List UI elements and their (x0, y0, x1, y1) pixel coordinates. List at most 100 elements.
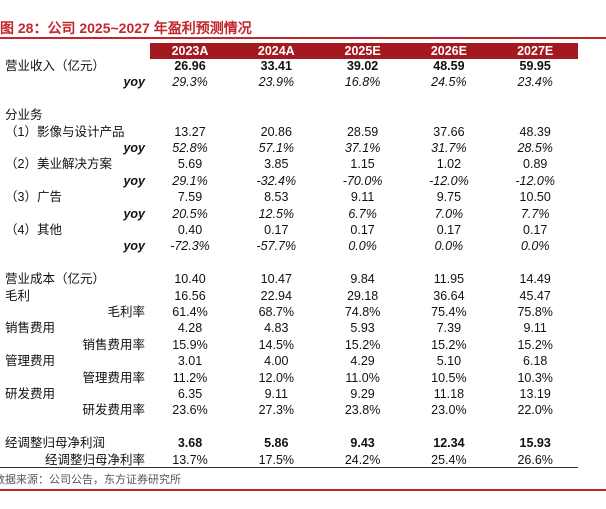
table-cell: 0.40 (177, 223, 203, 237)
table-cell: 9.11 (523, 321, 547, 336)
table-cell: 14.49 (519, 272, 551, 287)
table-cell: 9.11 (350, 190, 375, 205)
table-cell: 8.53 (264, 190, 289, 205)
table-cell: 0.0% (520, 239, 550, 254)
table-cell: 0.0% (434, 239, 464, 254)
table-cell: 20.5% (172, 206, 208, 221)
table-cell: 25.4% (431, 452, 467, 467)
table-cell: 0.17 (264, 223, 289, 237)
table-cell: 0.0% (348, 239, 377, 254)
table-cell: 4.83 (264, 321, 289, 336)
table-cell: 13.19 (519, 387, 551, 401)
source-note: 数据来源：公司公告，东方证券研究所 (0, 474, 181, 486)
table-cell: -32.4% (256, 173, 297, 188)
table-cell: 11.2% (172, 370, 208, 385)
table-cell: 11.0% (345, 370, 380, 385)
table-cell: 10.47 (260, 272, 292, 287)
table-cell: 13.7% (172, 452, 208, 467)
table-cell: 26.6% (517, 452, 553, 467)
table-cell: 48.59 (433, 59, 465, 73)
table-cell: 61.4% (172, 305, 208, 319)
table-cell: 0.17 (436, 223, 462, 237)
table-cell: 1.02 (436, 157, 462, 172)
table-cell: 3.85 (264, 157, 289, 172)
table-cell: 75.8% (517, 305, 553, 319)
table-cell: 3.68 (177, 436, 203, 451)
table-cell: 15.2% (517, 337, 553, 352)
table-cell: 9.11 (264, 387, 288, 401)
table-cell: 23.4% (517, 75, 553, 90)
figure-title: 图 28：公司 2025~2027 年盈利预测情况 (0, 20, 252, 36)
table-cell: 10.40 (174, 272, 206, 287)
table-cell: 10.3% (517, 370, 553, 385)
table-cell: 6.35 (177, 387, 203, 401)
row-label: yoy (123, 239, 145, 254)
table-cell: -72.3% (170, 239, 210, 254)
table-cell: 9.84 (350, 272, 375, 287)
table-cell: 37.66 (433, 124, 465, 139)
table-cell: 6.7% (348, 206, 377, 221)
table-cell: -57.7% (256, 239, 297, 254)
table-cell: 22.94 (260, 288, 292, 303)
row-label: （3）广告 (5, 190, 62, 205)
table-cell: 0.17 (350, 223, 375, 237)
table-cell: 11.18 (433, 387, 465, 401)
table-cell: 29.3% (172, 75, 208, 90)
table-cell: 12.34 (433, 436, 465, 451)
row-label: 毛利率 (107, 305, 145, 319)
header-band (150, 43, 578, 59)
table-cell: 29.1% (172, 173, 208, 188)
table-cell: 7.0% (434, 206, 464, 221)
table-cell: 7.39 (436, 321, 462, 336)
table-end-rule (0, 467, 578, 468)
table-cell: 37.1% (344, 141, 381, 155)
table-cell: 75.4% (431, 305, 467, 319)
table-cell: 11.95 (433, 272, 465, 287)
table-cell: 23.6% (172, 403, 208, 418)
table-cell: 15.9% (172, 337, 208, 352)
table-cell: 16.56 (174, 288, 206, 303)
row-label: 毛利 (5, 288, 31, 303)
column-header: 2027E (517, 44, 554, 58)
table-cell: 4.00 (264, 354, 289, 369)
row-label: yoy (123, 75, 145, 90)
table-cell: 3.01 (177, 354, 203, 369)
table-cell: 17.5% (258, 452, 295, 467)
table-cell: 36.64 (433, 288, 465, 303)
row-label: yoy (123, 141, 145, 155)
table-cell: 52.8% (172, 141, 208, 155)
table-cell: 27.3% (258, 403, 295, 418)
column-header: 2023A (171, 44, 209, 58)
table-cell: 13.27 (174, 124, 206, 139)
table-cell: 9.29 (350, 387, 375, 401)
row-label: 分业务 (5, 108, 43, 123)
table-cell: 0.17 (523, 223, 548, 237)
table-cell: 33.41 (260, 59, 292, 73)
table-cell: 5.93 (350, 321, 375, 336)
table-cell: 12.5% (258, 206, 295, 221)
table-cell: 10.50 (519, 190, 551, 205)
table-cell: 16.8% (344, 75, 381, 90)
row-label: 管理费用 (5, 354, 56, 369)
row-label: 销售费用率 (82, 337, 145, 352)
table-cell: 9.75 (436, 190, 462, 205)
row-label: 研发费用率 (82, 403, 145, 418)
table-cell: 15.93 (519, 436, 551, 451)
row-label: （2）美业解决方案 (5, 157, 112, 172)
row-label: yoy (123, 173, 145, 188)
row-label: 经调整归母净利率 (44, 452, 145, 467)
table-cell: 23.8% (344, 403, 381, 418)
table-cell: -70.0% (342, 173, 383, 188)
table-cell: 31.7% (431, 141, 467, 155)
table-cell: 5.10 (436, 354, 462, 369)
table-cell: 57.1% (258, 141, 295, 155)
table-cell: 7.7% (520, 206, 550, 221)
table-cell: 24.5% (431, 75, 467, 90)
table-cell: 15.2% (431, 337, 467, 352)
table-cell: 10.5% (431, 370, 467, 385)
table-cell: 29.18 (346, 288, 379, 303)
table-cell: 39.02 (346, 59, 379, 73)
row-label: yoy (123, 206, 145, 221)
table-cell: 1.15 (350, 157, 375, 172)
